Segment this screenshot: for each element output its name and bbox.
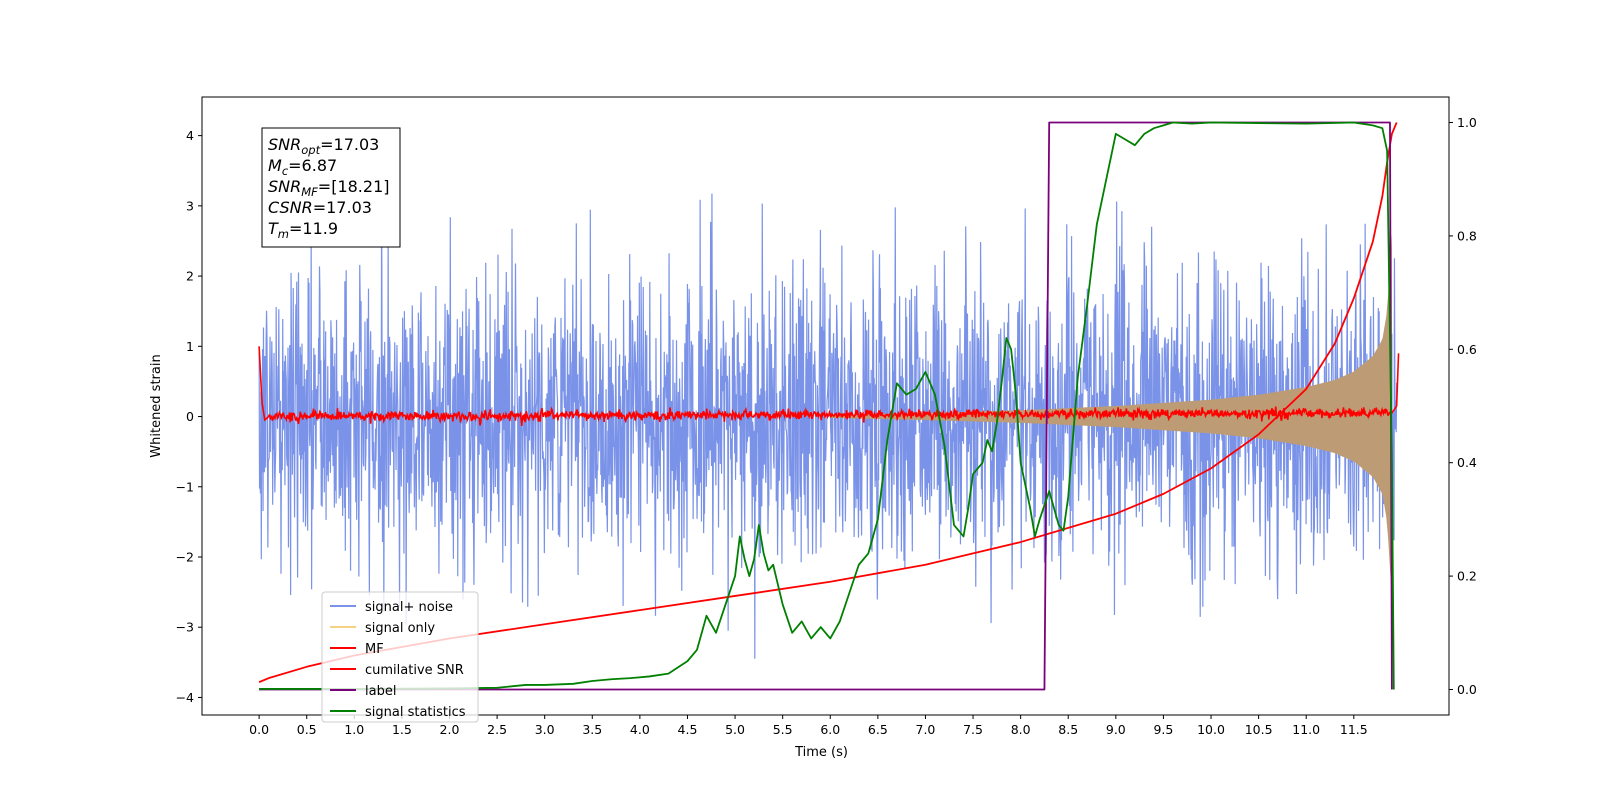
x-tick-label: 7.5 bbox=[963, 722, 983, 737]
y-tick-label: −2 bbox=[176, 549, 194, 564]
x-tick-label: 1.5 bbox=[392, 722, 412, 737]
x-tick-label: 0.5 bbox=[297, 722, 317, 737]
x-tick-label: 11.5 bbox=[1340, 722, 1368, 737]
plot-frame bbox=[201, 96, 1450, 716]
series-signal-statistics-line bbox=[259, 121, 1395, 690]
y2-tick-label: 0.0 bbox=[1457, 682, 1477, 697]
axes: 0.0 0.5 1.0 1.5 2.0 2.5 3.0 3.5 4.0 4.5 5.0 5.5 6.0 6… bbox=[176, 115, 1477, 737]
x-tick-label: 9.0 bbox=[1106, 722, 1126, 737]
legend-entry-label: label bbox=[365, 684, 396, 699]
annotation-line: CSNR=17.03 bbox=[268, 198, 372, 217]
y2-tick-label: 0.2 bbox=[1457, 569, 1477, 584]
x-tick-label: 3.0 bbox=[535, 722, 555, 737]
legend-entry-label: signal+ noise bbox=[365, 600, 453, 615]
y-tick-label: 2 bbox=[186, 269, 194, 284]
annotation-line: Tm=11.9 bbox=[268, 219, 338, 241]
x-tick-label: 7.0 bbox=[916, 722, 936, 737]
y-tick-label: 0 bbox=[186, 409, 194, 424]
x-tick-label: 3.5 bbox=[582, 722, 602, 737]
legend-frame bbox=[321, 591, 479, 723]
legend-entry-label: signal statistics bbox=[365, 705, 466, 720]
series-label-line bbox=[259, 121, 1393, 691]
x-axis-label: Time (s) bbox=[794, 745, 848, 760]
y2-tick-label: 0.4 bbox=[1457, 455, 1477, 470]
x-tick-label: 8.0 bbox=[1011, 722, 1031, 737]
x-tick-label: 5.0 bbox=[725, 722, 745, 737]
x-tick-label: 1.0 bbox=[344, 722, 364, 737]
y-tick-label: 1 bbox=[186, 339, 194, 354]
x-tick-label: 4.0 bbox=[630, 722, 650, 737]
x-tick-label: 9.5 bbox=[1153, 722, 1173, 737]
y-tick-label: 3 bbox=[186, 198, 194, 213]
y-tick-label: −3 bbox=[176, 620, 194, 635]
x-tick-label: 8.5 bbox=[1058, 722, 1078, 737]
x-tick-label: 10.5 bbox=[1245, 722, 1273, 737]
y-tick-label: 4 bbox=[186, 128, 194, 143]
y2-tick-label: 0.6 bbox=[1457, 342, 1477, 357]
legend-entry-label: MF bbox=[365, 642, 384, 657]
x-tick-label: 11.0 bbox=[1292, 722, 1320, 737]
annotation-frame bbox=[261, 127, 401, 248]
y2-tick-label: 1.0 bbox=[1457, 115, 1477, 130]
annotation-line: SNRopt=17.03 bbox=[268, 135, 379, 157]
y-tick-label: −1 bbox=[176, 479, 194, 494]
series-mf-line bbox=[258, 346, 1400, 426]
x-tick-label: 6.0 bbox=[820, 722, 840, 737]
x-tick-label: 10.0 bbox=[1197, 722, 1225, 737]
legend-entry-label: signal only bbox=[365, 621, 435, 636]
legend-entry-label: cumilative SNR bbox=[365, 663, 464, 678]
y-tick-label: −4 bbox=[176, 690, 194, 705]
annotation-line: Mc=6.87 bbox=[268, 156, 337, 178]
y-axis-label: Whitened strain bbox=[149, 354, 164, 457]
x-tick-label: 6.5 bbox=[868, 722, 888, 737]
y2-tick-label: 0.8 bbox=[1457, 228, 1477, 243]
metrics-annotation-box: SNRopt=17.03Mc=6.87SNRMF=[18.21]CSNR=17.… bbox=[261, 127, 401, 248]
legend: signal+ noise signal only MF cumilative SNR… bbox=[321, 591, 479, 723]
series-signal-only-envelope bbox=[830, 233, 1392, 600]
x-tick-label: 2.0 bbox=[440, 722, 460, 737]
x-tick-label: 5.5 bbox=[773, 722, 793, 737]
x-tick-label: 0.0 bbox=[249, 722, 269, 737]
series-signal-noise-line bbox=[258, 179, 1398, 659]
x-tick-label: 4.5 bbox=[678, 722, 698, 737]
annotation-line: SNRMF=[18.21] bbox=[268, 177, 390, 199]
x-tick-label: 2.5 bbox=[487, 722, 507, 737]
